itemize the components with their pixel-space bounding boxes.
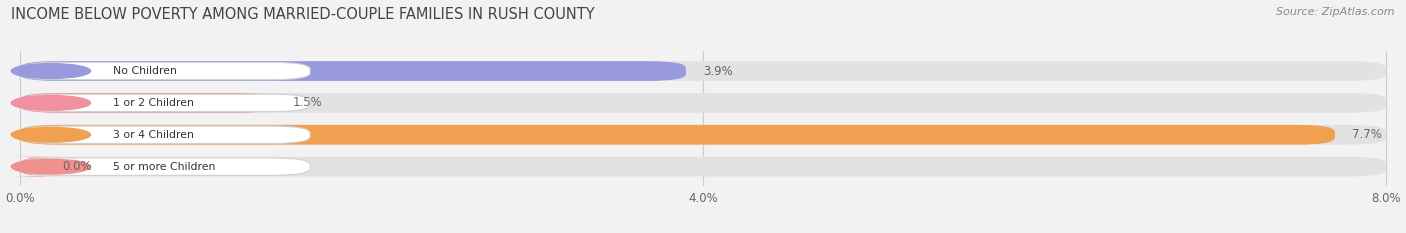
Text: 3.9%: 3.9%: [703, 65, 733, 78]
FancyBboxPatch shape: [20, 125, 1334, 145]
Text: 1 or 2 Children: 1 or 2 Children: [112, 98, 194, 108]
FancyBboxPatch shape: [20, 157, 1386, 177]
Circle shape: [11, 96, 90, 110]
FancyBboxPatch shape: [20, 94, 311, 112]
Text: Source: ZipAtlas.com: Source: ZipAtlas.com: [1277, 7, 1395, 17]
Text: 0.0%: 0.0%: [62, 160, 93, 173]
Circle shape: [11, 64, 90, 79]
FancyBboxPatch shape: [20, 93, 276, 113]
Text: 3 or 4 Children: 3 or 4 Children: [112, 130, 194, 140]
FancyBboxPatch shape: [20, 93, 1386, 113]
Text: 1.5%: 1.5%: [292, 96, 323, 110]
FancyBboxPatch shape: [20, 126, 311, 144]
FancyBboxPatch shape: [20, 62, 311, 80]
Text: INCOME BELOW POVERTY AMONG MARRIED-COUPLE FAMILIES IN RUSH COUNTY: INCOME BELOW POVERTY AMONG MARRIED-COUPL…: [11, 7, 595, 22]
Circle shape: [11, 127, 90, 142]
Circle shape: [11, 159, 90, 174]
Text: 5 or more Children: 5 or more Children: [112, 162, 215, 172]
FancyBboxPatch shape: [20, 61, 1386, 81]
FancyBboxPatch shape: [20, 125, 1386, 145]
FancyBboxPatch shape: [20, 158, 311, 175]
FancyBboxPatch shape: [13, 157, 58, 177]
FancyBboxPatch shape: [20, 61, 686, 81]
Text: No Children: No Children: [112, 66, 177, 76]
Text: 7.7%: 7.7%: [1353, 128, 1382, 141]
